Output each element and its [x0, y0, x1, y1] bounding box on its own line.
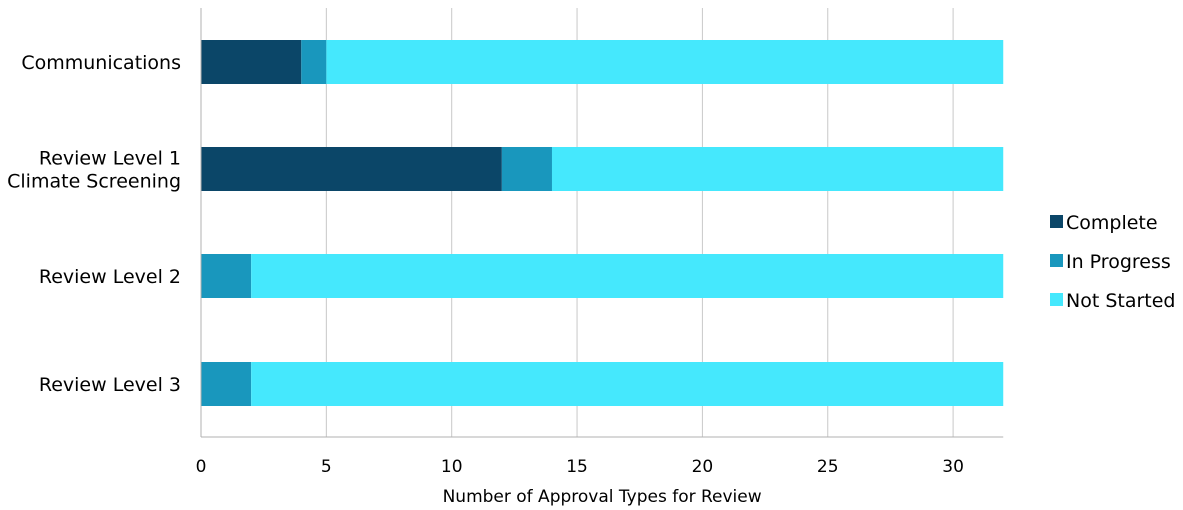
x-tick-label: 30: [942, 457, 964, 477]
axes: [200, 8, 1004, 438]
x-tick-labels: 0 5 10 15 20 25 30: [196, 457, 964, 477]
bar-in-progress: [201, 254, 252, 298]
x-axis-title: Number of Approval Types for Review: [443, 487, 762, 507]
legend-label: Not Started: [1066, 290, 1176, 312]
category-label: Climate Screening: [7, 171, 181, 193]
legend: Complete In Progress Not Started: [1050, 212, 1176, 312]
legend-swatch: [1050, 254, 1063, 267]
x-tick-label: 25: [817, 457, 839, 477]
legend-label: In Progress: [1066, 251, 1171, 273]
bar-complete: [201, 147, 502, 191]
bar-not-started: [551, 147, 1004, 191]
bar-in-progress: [201, 362, 252, 406]
bar-not-started: [251, 254, 1004, 298]
category-label: Communications: [21, 52, 181, 74]
bar-not-started: [251, 362, 1004, 406]
bar-complete: [201, 40, 302, 84]
bar-in-progress: [301, 40, 327, 84]
x-tick-label: 5: [321, 457, 332, 477]
x-tick-label: 20: [692, 457, 714, 477]
bars: [201, 40, 1004, 406]
legend-swatch: [1050, 293, 1063, 306]
category-label: Review Level 1: [39, 148, 181, 170]
x-tick-label: 15: [566, 457, 588, 477]
bar-in-progress: [501, 147, 552, 191]
legend-swatch: [1050, 215, 1063, 228]
category-label: Review Level 2: [39, 266, 181, 288]
category-label: Review Level 3: [39, 374, 181, 396]
bar-not-started: [326, 40, 1004, 84]
legend-label: Complete: [1066, 212, 1158, 234]
x-tick-label: 10: [441, 457, 463, 477]
x-tick-label: 0: [196, 457, 207, 477]
